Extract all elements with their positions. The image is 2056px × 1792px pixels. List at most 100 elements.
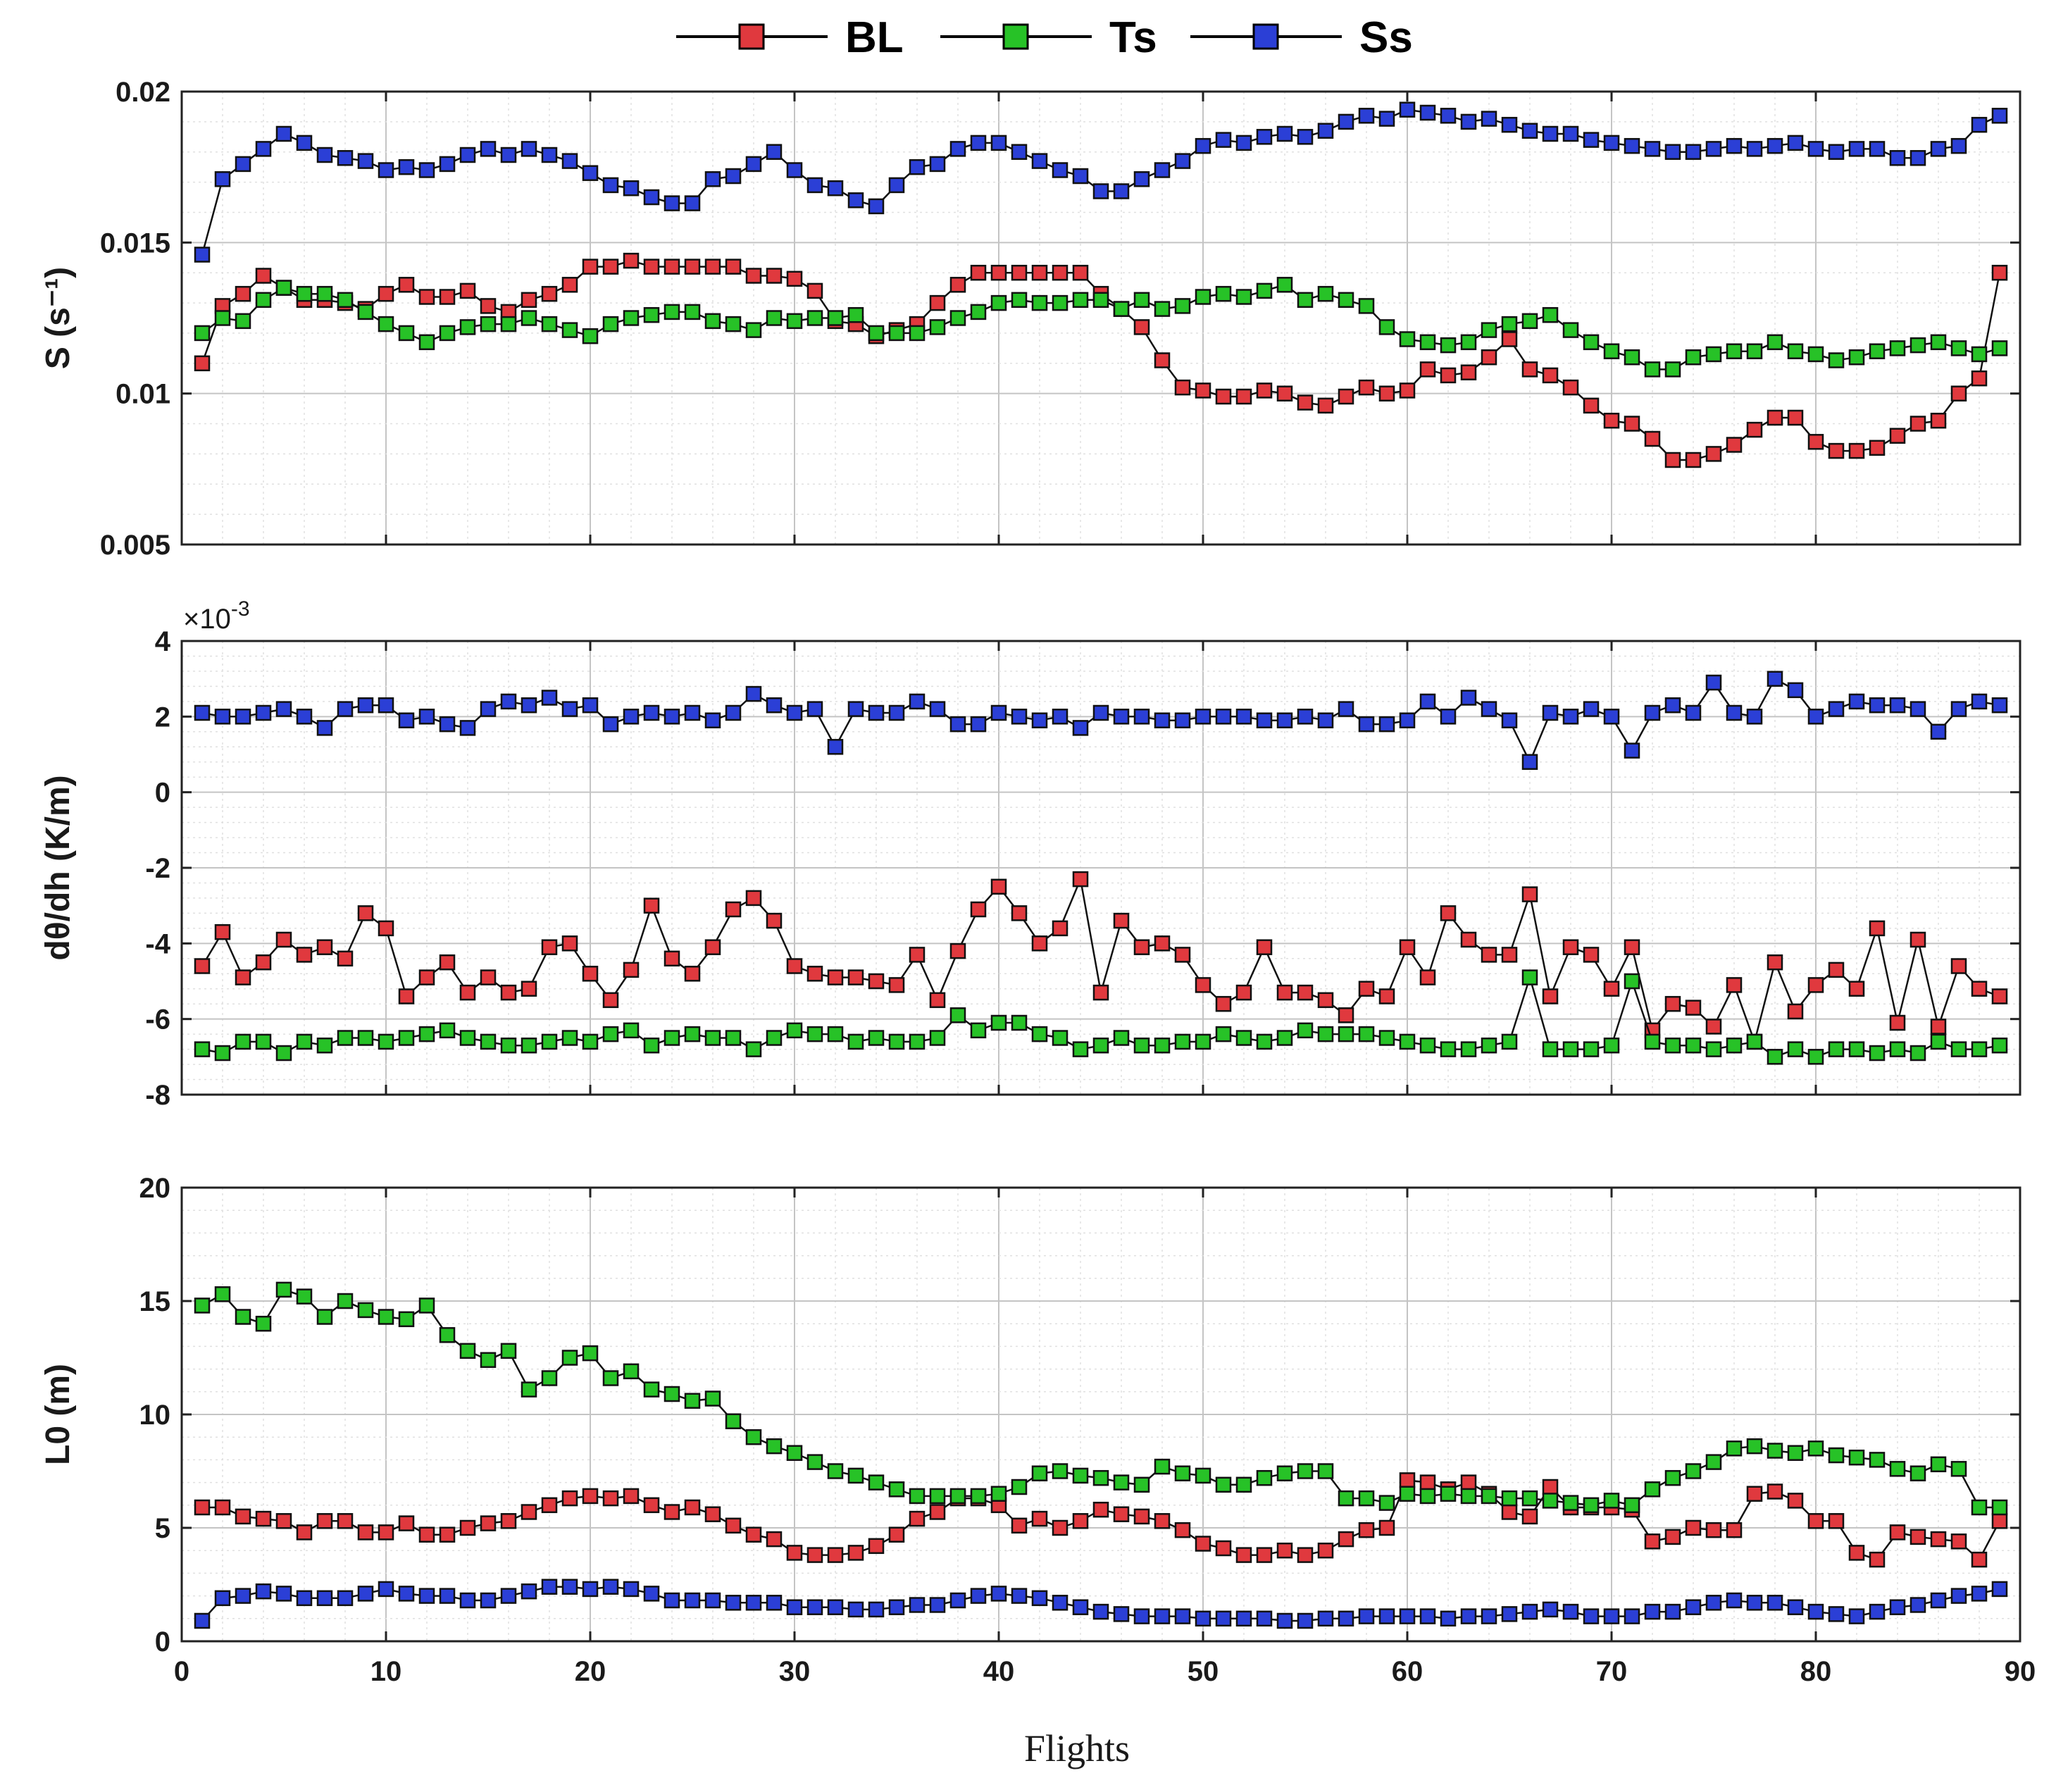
data-point-ts	[909, 1033, 926, 1050]
data-point-ss	[1848, 141, 1865, 157]
data-point-ss	[1215, 132, 1232, 148]
data-point-ss	[194, 1612, 211, 1629]
data-point-ss	[909, 158, 926, 175]
data-point-ss	[1195, 709, 1211, 725]
data-point-bl	[1562, 939, 1579, 955]
data-point-ss	[1154, 712, 1171, 728]
data-point-bl	[1092, 1501, 1109, 1518]
data-point-bl	[378, 285, 394, 302]
data-point-ts	[602, 1370, 619, 1386]
data-point-ts	[1787, 1445, 1804, 1461]
data-point-bl	[1133, 1508, 1150, 1525]
data-point-ts	[1889, 340, 1906, 356]
data-point-ss	[541, 147, 558, 163]
data-point-bl	[1399, 1472, 1416, 1488]
data-point-bl	[1848, 442, 1865, 459]
data-point-bl	[602, 1490, 619, 1507]
data-point-bl	[1971, 981, 1988, 997]
data-point-ss	[194, 247, 211, 263]
data-point-ss	[480, 1592, 497, 1609]
data-point-ss	[1950, 1588, 1967, 1604]
data-point-bl	[1215, 1540, 1232, 1557]
data-point-ss	[1235, 709, 1252, 725]
data-point-ss	[275, 1586, 292, 1602]
data-point-ts	[970, 1022, 987, 1039]
data-point-ts	[316, 1309, 333, 1325]
data-point-bl	[745, 268, 762, 284]
data-point-ss	[296, 1590, 313, 1607]
data-point-ts	[1419, 334, 1436, 351]
data-point-bl	[255, 268, 272, 284]
data-point-bl	[1889, 428, 1906, 444]
data-point-ts	[1399, 1486, 1416, 1502]
data-point-ts	[337, 1293, 354, 1309]
data-point-ss	[1481, 701, 1497, 717]
data-point-ts	[847, 1033, 864, 1050]
data-point-ss	[1991, 1581, 2008, 1598]
data-point-ts	[1930, 334, 1947, 351]
data-point-ts	[1521, 313, 1538, 330]
data-point-ts	[255, 1315, 272, 1332]
data-point-ts	[1195, 1467, 1211, 1484]
data-point-ss	[1011, 1588, 1028, 1604]
data-point-ss	[1195, 137, 1211, 154]
data-point-ss	[1909, 701, 1926, 717]
data-point-ss	[459, 147, 476, 163]
data-point-bl	[1256, 382, 1273, 399]
data-point-bl	[663, 259, 680, 275]
data-point-bl	[1521, 1508, 1538, 1525]
data-point-bl	[684, 966, 701, 982]
data-point-bl	[1705, 446, 1722, 462]
data-point-bl	[847, 969, 864, 985]
data-point-ts	[275, 1045, 292, 1062]
data-point-ss	[745, 685, 762, 702]
data-point-ts	[1685, 349, 1702, 366]
data-point-ss	[1256, 712, 1273, 728]
data-point-bl	[561, 277, 578, 293]
data-point-bl	[1358, 981, 1375, 997]
data-point-ss	[500, 693, 517, 710]
data-point-ts	[1481, 1037, 1497, 1054]
data-point-ts	[745, 1041, 762, 1057]
data-point-ss	[337, 701, 354, 717]
data-point-ts	[398, 1030, 415, 1046]
data-point-ts	[1603, 1037, 1620, 1054]
data-point-bl	[1562, 379, 1579, 396]
data-point-bl	[378, 920, 394, 937]
data-point-ss	[521, 1583, 537, 1600]
data-point-ts	[602, 1026, 619, 1043]
legend-label-ss: Ss	[1359, 13, 1413, 62]
data-point-ss	[827, 1599, 844, 1615]
data-point-bl	[1991, 988, 2008, 1004]
data-point-ss	[255, 141, 272, 157]
data-point-ts	[1052, 1463, 1069, 1479]
data-point-bl	[1746, 1486, 1763, 1502]
data-point-ss	[806, 1599, 823, 1615]
x-tick-label: 60	[1392, 1656, 1423, 1687]
data-point-ss	[725, 168, 742, 185]
data-point-ts	[235, 1033, 251, 1050]
data-point-ss	[1440, 108, 1457, 124]
y-tick-label: -2	[145, 853, 170, 884]
data-point-ss	[1031, 1590, 1048, 1607]
data-point-ss	[1603, 1608, 1620, 1624]
data-point-bl	[1440, 905, 1457, 921]
data-point-ts	[684, 1026, 701, 1043]
data-point-ts	[1235, 1476, 1252, 1493]
data-point-ss	[1460, 690, 1477, 706]
data-point-bl	[1624, 939, 1640, 955]
data-point-ts	[847, 306, 864, 323]
data-point-ss	[1052, 709, 1069, 725]
data-point-ts	[745, 1429, 762, 1445]
data-point-ss	[766, 1595, 783, 1611]
data-point-bl	[704, 1506, 721, 1522]
data-point-bl	[1174, 379, 1191, 396]
data-point-ss	[439, 1588, 456, 1604]
data-point-bl	[194, 1499, 211, 1516]
data-point-ss	[1562, 1603, 1579, 1620]
y-tick-label: 4	[155, 626, 171, 657]
data-point-ts	[1235, 1030, 1252, 1046]
data-point-ss	[1807, 1603, 1824, 1620]
data-point-bl	[1664, 452, 1681, 468]
data-point-bl	[1828, 442, 1845, 459]
